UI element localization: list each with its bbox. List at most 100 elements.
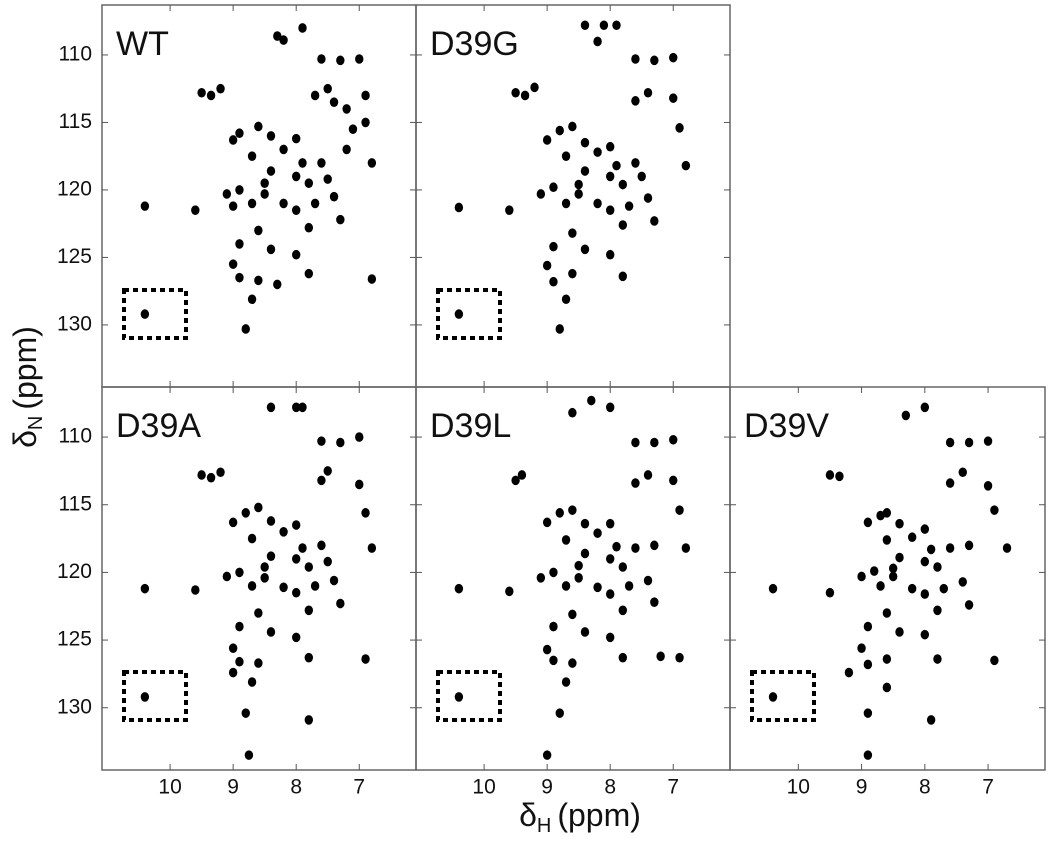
panel-title: D39L	[430, 407, 511, 445]
peak	[568, 609, 577, 620]
peak	[561, 581, 571, 591]
peak	[228, 517, 238, 528]
peak	[310, 581, 320, 591]
peak	[631, 54, 640, 64]
peak	[568, 228, 577, 238]
peak	[882, 535, 892, 545]
peak	[336, 437, 345, 448]
peak	[241, 508, 250, 518]
peak	[580, 244, 590, 255]
peak	[298, 23, 307, 33]
panel: 110 115 120 125 130 10 9 8 7 D39A	[57, 386, 417, 799]
peak	[323, 466, 332, 476]
peak	[247, 677, 257, 687]
peak	[260, 178, 269, 188]
panel: D39G	[415, 4, 731, 388]
peak	[260, 562, 269, 572]
peak	[561, 294, 571, 305]
peak	[631, 437, 640, 448]
peak	[247, 294, 257, 305]
y-label-subscript: N	[25, 416, 47, 430]
y-tick-label: 115	[59, 492, 92, 515]
peak	[882, 654, 892, 664]
peak	[650, 540, 659, 551]
peak	[247, 198, 257, 209]
x-tick-label: 9	[856, 776, 868, 799]
peak	[945, 543, 955, 553]
peak	[863, 708, 873, 718]
peak	[228, 135, 238, 145]
peak	[542, 517, 552, 528]
x-label-unit: (ppm)	[557, 797, 641, 833]
peak	[933, 654, 942, 664]
peak	[254, 275, 263, 286]
peak	[361, 117, 370, 128]
peak	[355, 54, 364, 64]
peak	[317, 158, 326, 168]
peak	[348, 124, 358, 134]
peak	[983, 480, 993, 491]
highlight-box	[122, 670, 188, 722]
peak	[555, 508, 564, 518]
peak	[606, 518, 615, 529]
highlight-box	[436, 670, 502, 722]
peak	[505, 586, 514, 597]
peak	[549, 655, 558, 666]
peak	[675, 652, 684, 663]
peak	[336, 598, 345, 609]
peak	[197, 470, 206, 480]
peak	[336, 55, 345, 66]
peak	[669, 93, 678, 103]
peak	[260, 189, 269, 199]
peak	[555, 125, 564, 136]
peak	[561, 151, 571, 161]
peak	[920, 589, 930, 599]
peak	[574, 573, 583, 583]
peak	[298, 543, 307, 553]
peak	[920, 629, 930, 640]
peak	[367, 543, 377, 553]
x-tick-label: 9	[541, 776, 553, 799]
peak	[222, 189, 232, 199]
peak	[990, 505, 999, 515]
peak	[656, 651, 665, 662]
peak	[292, 171, 301, 182]
peak	[945, 478, 955, 488]
peak	[235, 567, 244, 578]
panel: 10 9 8 7 D39L	[415, 386, 731, 799]
peak	[643, 87, 653, 98]
peak	[304, 268, 314, 279]
peak	[549, 621, 558, 632]
peak	[329, 191, 339, 202]
peak	[329, 97, 339, 107]
peak	[222, 571, 232, 582]
peak	[298, 158, 307, 168]
peak	[216, 83, 225, 94]
peak	[964, 600, 974, 610]
peak	[292, 133, 301, 144]
peak	[926, 715, 936, 725]
peak	[631, 158, 640, 168]
peak	[292, 632, 301, 643]
peak	[675, 123, 684, 133]
peak	[593, 147, 602, 157]
peak	[542, 135, 552, 145]
peak	[254, 225, 263, 236]
y-tick-label: 125	[57, 245, 92, 268]
peak	[304, 178, 314, 188]
peak	[298, 402, 307, 413]
peak	[920, 524, 930, 534]
x-tick-label: 9	[227, 776, 239, 799]
peak	[669, 475, 678, 486]
peak	[228, 259, 238, 269]
peak	[876, 581, 885, 591]
peak	[593, 36, 602, 47]
peak	[675, 505, 684, 515]
peak	[768, 692, 778, 702]
peak	[520, 90, 530, 101]
peak	[606, 402, 615, 413]
peak	[580, 166, 590, 176]
peak	[882, 508, 892, 518]
peak	[844, 667, 854, 678]
